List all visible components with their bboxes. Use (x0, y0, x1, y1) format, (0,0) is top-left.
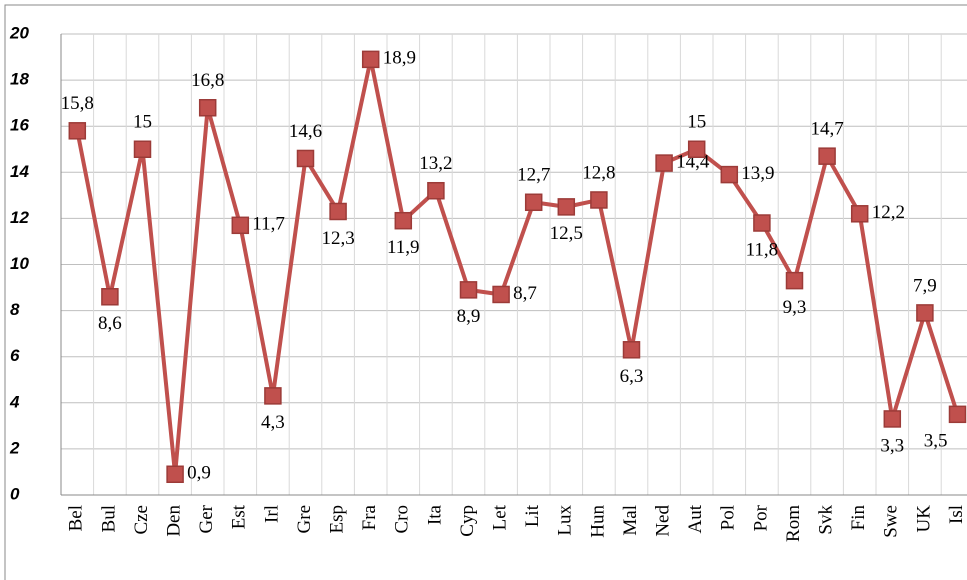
data-marker (296, 149, 315, 168)
x-tick-label: Cyp (457, 505, 478, 537)
x-tick-label: Lit (522, 504, 543, 527)
y-tick-label: 2 (9, 438, 20, 457)
data-marker (687, 140, 706, 158)
x-tick-label: Svk (815, 505, 836, 535)
y-tick-label: 4 (9, 392, 20, 411)
y-tick-label: 6 (10, 346, 20, 365)
data-label: 16,8 (191, 70, 224, 91)
x-tick-label: Ned (652, 505, 673, 537)
x-tick-label: Ger (196, 504, 217, 533)
data-marker (394, 211, 413, 230)
y-tick-label: 0 (10, 484, 20, 503)
x-tick-label: Mal (620, 505, 641, 536)
data-label: 14,6 (289, 121, 322, 142)
chart-frame (4, 4, 967, 580)
y-tick-label: 12 (10, 208, 29, 227)
x-tick-label: Esp (326, 505, 347, 534)
data-label: 15,8 (61, 93, 94, 114)
data-label: 11,9 (387, 237, 420, 258)
data-marker (916, 304, 934, 322)
data-marker (231, 216, 250, 235)
data-label: 15 (133, 112, 152, 133)
data-label: 11,7 (252, 214, 285, 235)
y-tick-label: 14 (10, 162, 29, 181)
data-label: 12,3 (321, 228, 354, 249)
data-marker (459, 281, 478, 299)
data-label: 7,9 (913, 275, 937, 296)
data-label: 14,7 (810, 119, 843, 140)
data-marker (818, 147, 836, 165)
x-tick-label: Lux (555, 505, 576, 536)
x-tick-label: Por (750, 504, 771, 531)
data-label: 12,5 (550, 223, 583, 244)
data-marker (101, 288, 119, 306)
data-marker (557, 198, 576, 216)
x-tick-label: Pol (718, 505, 739, 530)
data-label: 8,6 (98, 313, 122, 334)
x-tick-label: Hun (587, 505, 608, 538)
data-marker (655, 154, 673, 172)
x-tick-label: UK (913, 505, 934, 533)
data-marker (883, 410, 902, 428)
data-marker (133, 140, 152, 158)
data-marker (166, 465, 184, 484)
data-marker (785, 271, 804, 290)
data-label: 9,3 (783, 297, 807, 318)
x-tick-label: Let (489, 504, 510, 530)
data-label: 13,2 (419, 153, 452, 174)
x-tick-label: Cze (131, 505, 152, 535)
x-tick-label: Ita (424, 504, 445, 525)
data-label: 3,3 (880, 435, 904, 456)
x-tick-label: Fin (848, 505, 869, 531)
data-marker (329, 202, 347, 221)
data-label: 4,3 (261, 412, 285, 433)
data-label: 8,9 (457, 306, 481, 327)
x-tick-label: Est (229, 504, 250, 529)
x-tick-label: Fra (359, 504, 380, 530)
y-tick-label: 18 (10, 70, 29, 89)
data-marker (622, 341, 641, 359)
data-marker (753, 214, 771, 232)
data-label: 11,8 (746, 239, 779, 260)
data-label: 12,7 (517, 165, 550, 186)
data-marker (948, 405, 967, 424)
data-marker (524, 193, 543, 212)
data-label: 6,3 (620, 366, 644, 387)
y-tick-label: 16 (10, 116, 29, 135)
data-label: 3,5 (924, 431, 948, 452)
data-label: 12,2 (872, 202, 905, 223)
x-tick-label: Bel (66, 505, 87, 531)
x-tick-label: Irl (261, 505, 282, 523)
data-marker (361, 50, 380, 69)
x-tick-label: Swe (881, 505, 902, 538)
data-marker (590, 191, 608, 209)
x-tick-label: Isl (946, 505, 967, 524)
data-marker (850, 205, 869, 223)
y-tick-label: 8 (10, 300, 20, 319)
x-tick-label: Aut (685, 504, 706, 533)
data-line (75, 57, 960, 477)
data-label: 0,9 (187, 463, 211, 484)
x-tick-label: Bul (98, 505, 119, 532)
x-tick-label: Gre (294, 505, 315, 533)
data-label: 13,9 (741, 163, 774, 184)
data-marker (264, 387, 282, 405)
data-marker (492, 285, 510, 304)
data-marker (68, 122, 87, 140)
data-marker (198, 99, 217, 117)
x-tick-label: Den (163, 505, 184, 537)
x-tick-label: Rom (783, 505, 804, 542)
data-marker (720, 165, 739, 184)
data-marker (427, 181, 445, 200)
data-label: 18,9 (383, 48, 416, 69)
data-label: 8,7 (513, 283, 537, 304)
y-tick-label: 20 (9, 23, 29, 42)
data-label: 12,8 (582, 162, 615, 183)
y-tick-label: 10 (10, 254, 29, 273)
data-label: 15 (687, 112, 706, 133)
x-tick-label: Cro (392, 505, 413, 534)
